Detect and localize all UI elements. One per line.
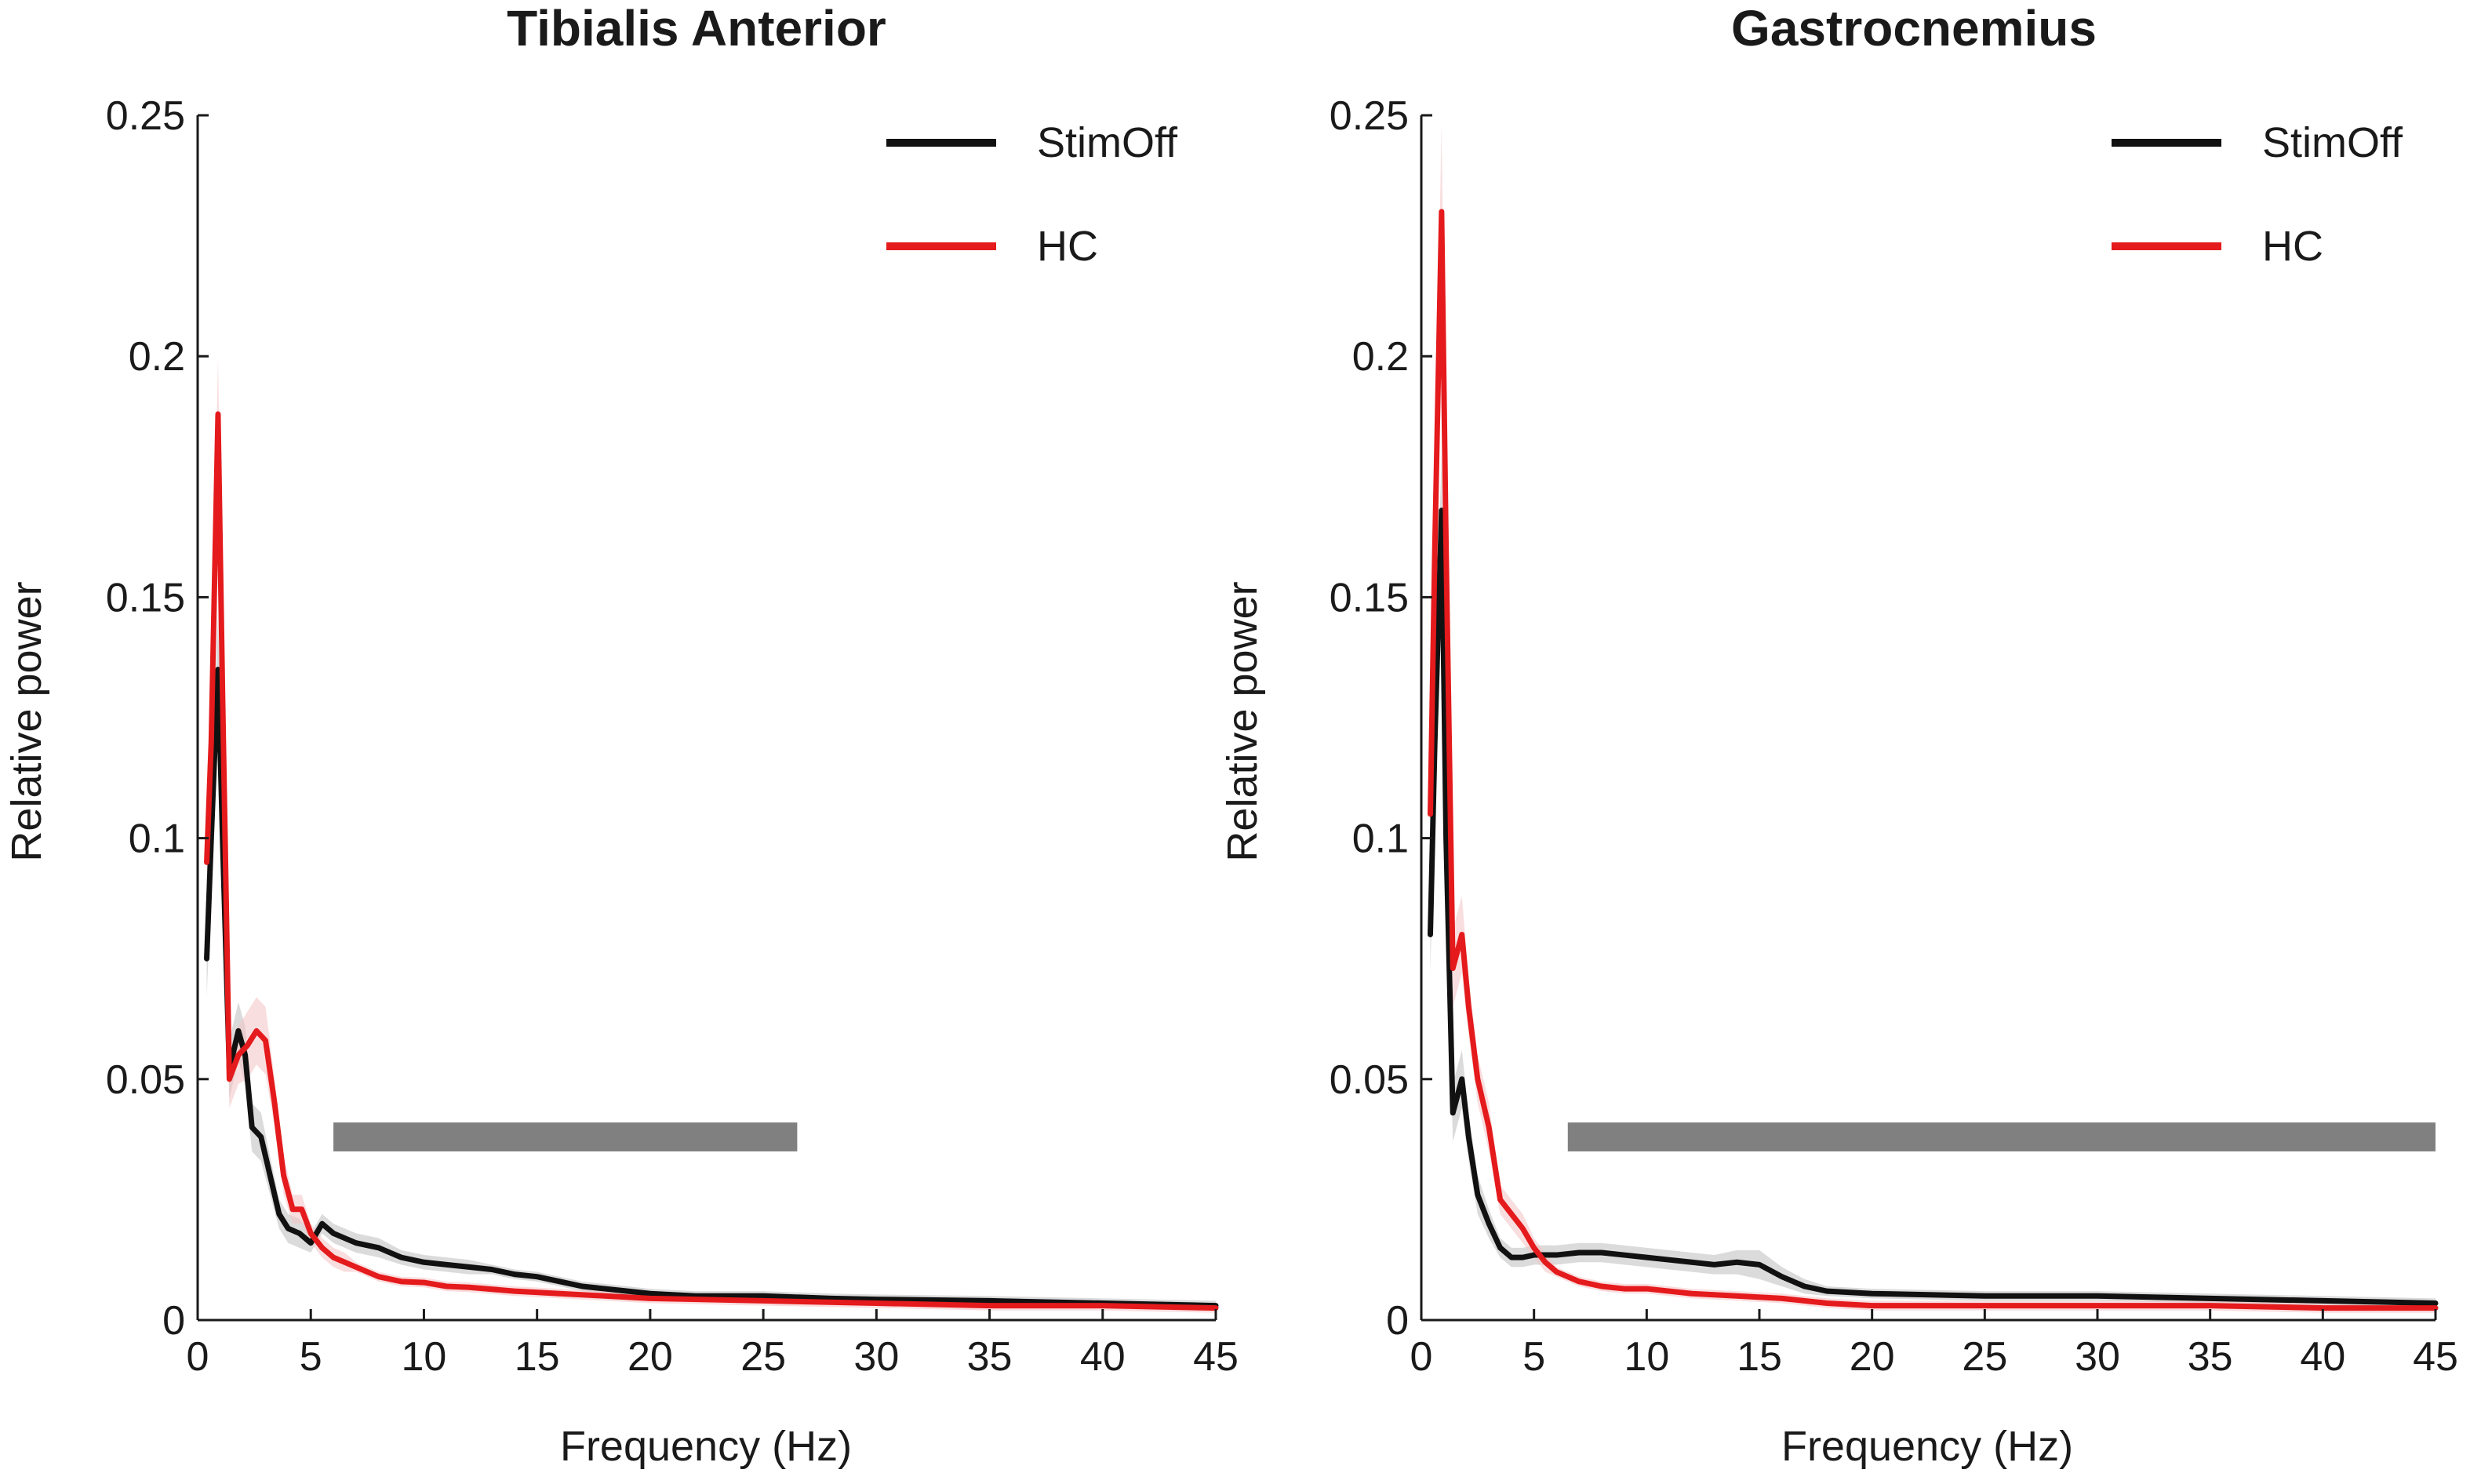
plot-area: 0 0.05 0.1 0.15 0.2 0.25 0 5 10 15 20 25 30 35 40 45 Sti…: [1330, 93, 2458, 1380]
significance-bar: [333, 1122, 798, 1151]
y-tick-label: 0.1: [129, 817, 185, 862]
x-tick-label: 0: [187, 1334, 209, 1380]
series-line-hc: [1427, 209, 2439, 1311]
y-tick-label: 0.25: [1330, 93, 1409, 139]
x-tick-label: 30: [853, 1334, 899, 1380]
legend-label-stimoff: StimOff: [2262, 119, 2403, 166]
chart-title: Tibialis Anterior: [507, 0, 886, 56]
chart-panel-gastrocnemius: Gastrocnemius Relative power Frequency (…: [1219, 0, 2458, 1470]
y-tick-label: 0.15: [1330, 575, 1409, 620]
legend: StimOff HC: [2112, 119, 2403, 270]
y-axis-label: Relative power: [1219, 581, 1266, 861]
x-tick-label: 5: [1522, 1334, 1545, 1380]
x-tick-label: 10: [402, 1334, 447, 1380]
y-tick-label: 0.05: [1330, 1057, 1409, 1103]
y-tick-label: 0.2: [1352, 334, 1409, 380]
x-tick-label: 35: [2188, 1334, 2233, 1380]
y-tick-label: 0.25: [106, 93, 185, 139]
x-tick-label: 35: [967, 1334, 1013, 1380]
x-tick-label: 10: [1624, 1334, 1669, 1380]
y-tick-label: 0.2: [129, 334, 185, 380]
significance-bar: [1567, 1122, 2436, 1151]
y-tick-label: 0.15: [106, 575, 185, 620]
chart-title: Gastrocnemius: [1731, 0, 2097, 56]
x-tick-label: 20: [1850, 1334, 1895, 1380]
x-tick-label: 40: [2300, 1334, 2345, 1380]
y-tick-label: 0: [1386, 1298, 1409, 1344]
legend-label-hc: HC: [2262, 223, 2323, 270]
x-tick-label: 0: [1410, 1334, 1433, 1380]
x-tick-label: 45: [2413, 1334, 2458, 1380]
x-tick-label: 15: [1737, 1334, 1782, 1380]
y-tick-label: 0: [162, 1298, 185, 1344]
chart-panel-tibialis-anterior: Tibialis Anterior Relative power Frequen…: [3, 0, 1239, 1470]
x-tick-label: 5: [300, 1334, 322, 1380]
x-tick-label: 30: [2075, 1334, 2120, 1380]
x-axis-label: Frequency (Hz): [1781, 1423, 2073, 1470]
series-line-stimoff: [1427, 507, 2439, 1306]
x-tick-label: 40: [1080, 1334, 1126, 1380]
y-tick-label: 0.1: [1352, 817, 1409, 862]
x-tick-label: 45: [1193, 1334, 1239, 1380]
legend: StimOff HC: [886, 119, 1178, 270]
y-tick-label: 0.05: [106, 1057, 185, 1103]
x-tick-label: 25: [740, 1334, 786, 1380]
x-axis-label: Frequency (Hz): [560, 1423, 852, 1470]
series-line-hc: [204, 411, 1219, 1311]
x-tick-label: 25: [1962, 1334, 2007, 1380]
x-tick-label: 20: [628, 1334, 673, 1380]
legend-label-hc: HC: [1037, 223, 1098, 270]
y-axis-label: Relative power: [3, 581, 50, 861]
series-line-stimoff: [204, 667, 1219, 1309]
x-tick-label: 15: [515, 1334, 560, 1380]
legend-label-stimoff: StimOff: [1037, 119, 1178, 166]
plot-area: 0 0.05 0.1 0.15 0.2 0.25 0 5 10 15 20 25 30 35 40 45 Sti…: [106, 93, 1239, 1380]
